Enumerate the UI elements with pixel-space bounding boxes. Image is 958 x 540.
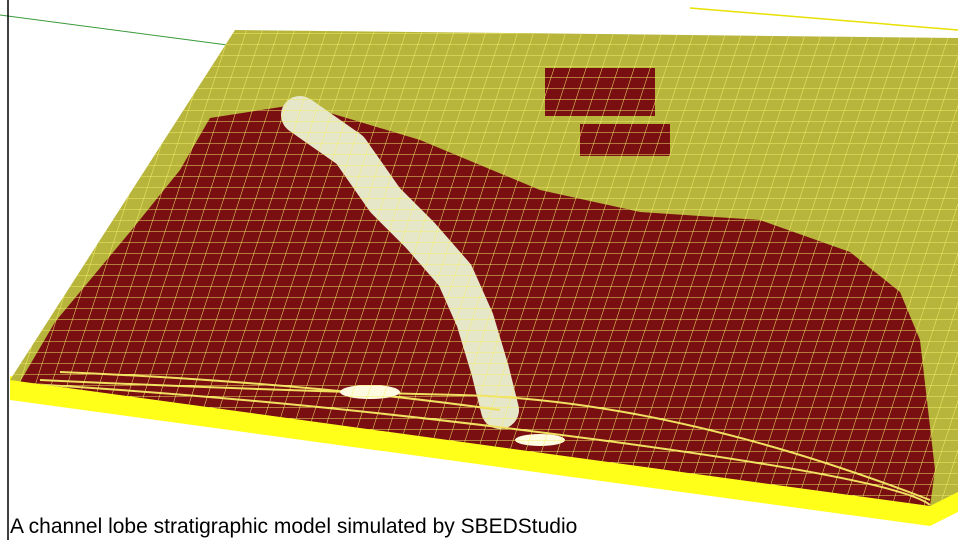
axis-line [689,7,958,31]
slab-side [10,376,958,526]
axis-line [0,14,236,47]
caption: A channel lobe stratigraphic model simul… [10,515,577,538]
